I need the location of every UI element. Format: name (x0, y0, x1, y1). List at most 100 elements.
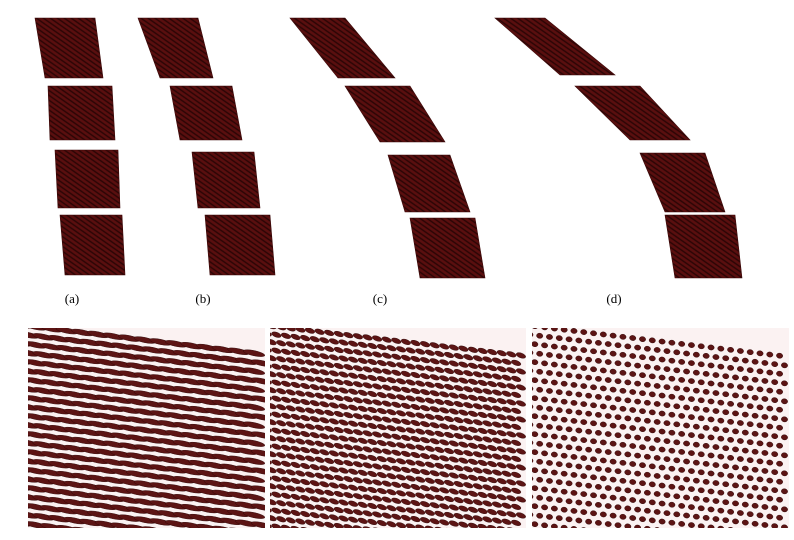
glyph (295, 374, 306, 381)
glyph (546, 514, 553, 520)
glyph-block (289, 17, 396, 79)
glyph (550, 487, 558, 494)
glyph (328, 402, 339, 409)
glyph (707, 488, 715, 495)
glyph (648, 391, 656, 398)
glyph (741, 393, 749, 400)
glyph (309, 352, 320, 359)
glyph (367, 518, 378, 525)
glyph (405, 363, 416, 370)
glyph (673, 421, 681, 428)
glyph (270, 467, 277, 474)
glyph (290, 493, 301, 500)
glyph (532, 341, 539, 348)
glyph (420, 453, 430, 460)
glyph (295, 518, 306, 525)
glyph (776, 388, 783, 395)
glyph (692, 477, 700, 484)
glyph (372, 463, 383, 470)
glyph (482, 436, 493, 443)
glyph (304, 471, 315, 478)
glyph (338, 419, 349, 426)
glyph (515, 464, 526, 471)
glyph (328, 529, 339, 537)
glyph (624, 505, 632, 512)
glyph (333, 378, 344, 386)
glyph (453, 369, 464, 376)
glyph (532, 493, 534, 500)
glyph (619, 387, 627, 394)
glyph (381, 400, 392, 407)
glyph (541, 486, 548, 493)
glyph (688, 396, 695, 402)
glyph (727, 436, 735, 443)
glyph (727, 472, 735, 479)
glyph (619, 405, 627, 412)
glyph (550, 397, 558, 404)
glyph (678, 359, 686, 365)
glyph (634, 470, 641, 477)
glyph (357, 517, 368, 524)
glyph (410, 500, 421, 507)
glyph (515, 512, 526, 519)
glyph (270, 435, 277, 442)
glyph (634, 416, 641, 423)
glyph (343, 444, 354, 451)
glyph (472, 499, 483, 506)
glyph (40, 523, 63, 528)
glyph (28, 328, 31, 329)
glyph (707, 362, 715, 369)
glyph (434, 478, 445, 485)
glyph (314, 344, 325, 351)
glyph (614, 486, 622, 493)
glyph (585, 338, 593, 345)
glyph (575, 463, 583, 470)
glyph (372, 511, 383, 518)
glyph (515, 527, 526, 535)
glyph (688, 360, 695, 366)
glyph (624, 361, 632, 368)
glyph (338, 339, 349, 346)
glyph (348, 532, 359, 540)
glyph (386, 409, 397, 416)
glyph (141, 526, 164, 528)
glyph (560, 416, 568, 423)
glyph (448, 472, 459, 479)
glyph (697, 379, 705, 386)
glyph (747, 529, 754, 535)
glyph (290, 397, 301, 404)
glyph (712, 372, 720, 378)
glyph (333, 394, 344, 402)
glyph (400, 434, 411, 441)
glyph (575, 427, 583, 434)
glyph (644, 489, 651, 496)
glyph (28, 429, 31, 437)
glyph (614, 360, 622, 367)
glyph (281, 508, 291, 515)
glyph (396, 426, 407, 433)
glyph (648, 517, 656, 524)
glyph (405, 395, 416, 402)
glyph (737, 474, 744, 480)
glyph (619, 369, 627, 376)
glyph (477, 363, 488, 370)
glyph (448, 392, 459, 399)
glyph (619, 495, 627, 502)
glyph (737, 510, 744, 516)
glyph (511, 391, 522, 398)
glyph (367, 502, 378, 509)
glyph (270, 515, 277, 522)
glyph (270, 371, 277, 378)
glyph-block (387, 154, 471, 213)
glyph (270, 403, 277, 410)
glyph (648, 499, 656, 506)
glyph (328, 434, 339, 441)
glyph (309, 527, 320, 535)
glyph (712, 498, 720, 504)
glyph (751, 502, 759, 509)
glyph (338, 499, 349, 506)
glyph (737, 348, 744, 354)
glyph (271, 523, 282, 528)
glyph (319, 465, 330, 472)
glyph (429, 470, 440, 477)
